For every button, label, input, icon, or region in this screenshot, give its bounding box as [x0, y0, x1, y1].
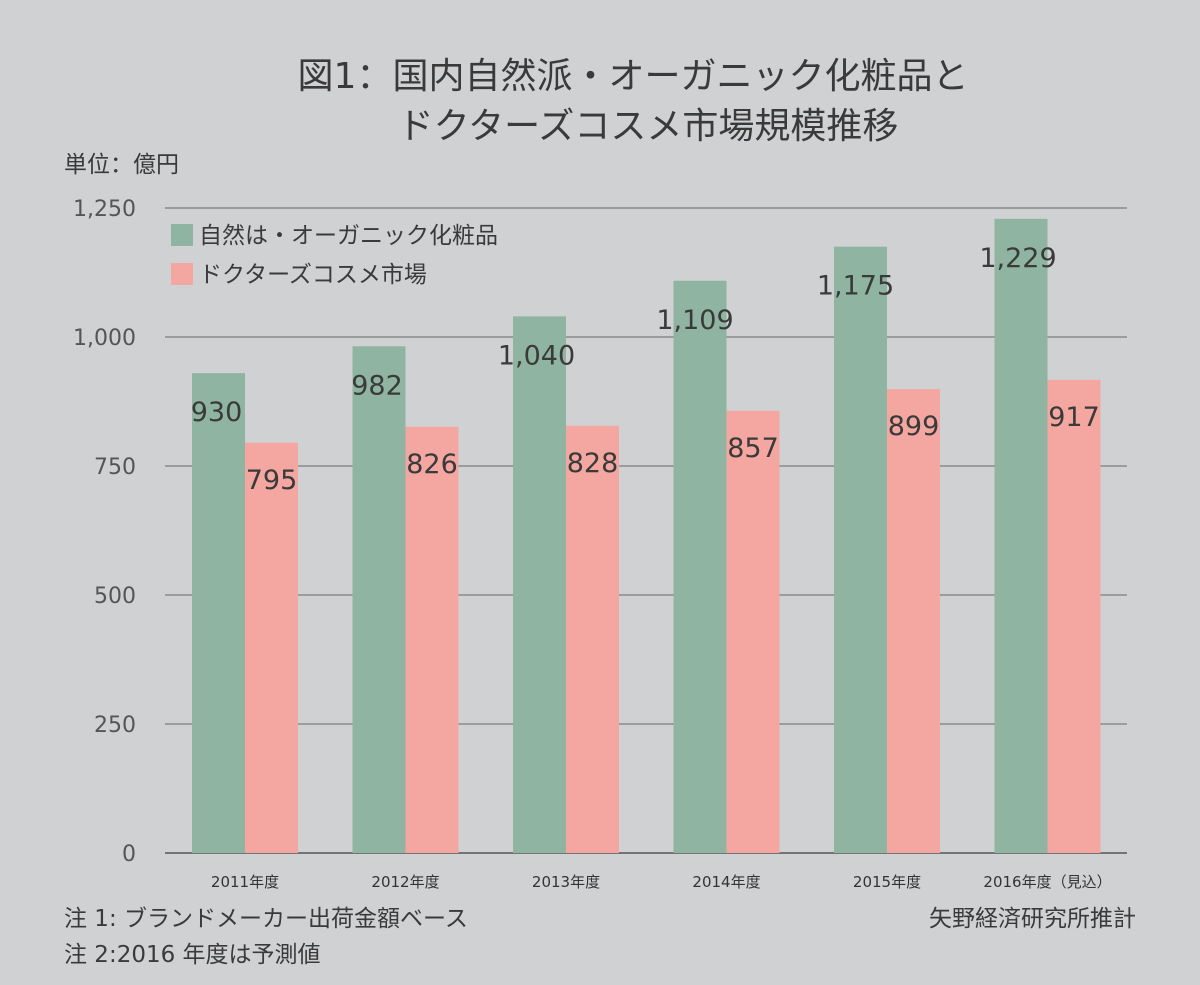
- y-tick-label: 750: [94, 455, 136, 480]
- unit-label: 単位：億円: [64, 152, 179, 178]
- legend: 自然は・オーガニック化粧品 ドクターズコスメ市場: [171, 223, 498, 288]
- y-tick-label: 1,000: [73, 326, 136, 351]
- bar-doctors-cosme: [566, 425, 619, 853]
- y-tick-label: 1,250: [73, 197, 136, 222]
- data-label-doctors-cosme: 795: [246, 465, 298, 496]
- bar-doctors-cosme: [405, 426, 459, 853]
- x-axis-ticks: 2011年度 2012年度 2013年度 2014年度 2015年度 2016年度（見込）: [211, 873, 1112, 891]
- data-label-natural-organic: 1,175: [817, 271, 894, 302]
- data-labels: 930 795 982 826 1,040 828 1,109 857 1,175 899 1,22…: [191, 243, 1100, 496]
- bar-natural-organic: [192, 373, 245, 853]
- x-tick-label: 2016年度（見込）: [983, 873, 1111, 891]
- gridlines: [165, 207, 1127, 854]
- bar-doctors-cosme: [887, 389, 940, 853]
- y-tick-label: 250: [94, 713, 136, 738]
- bar-natural-organic: [352, 346, 406, 853]
- bars: [192, 218, 1101, 854]
- x-tick-label: 2014年度: [692, 873, 760, 891]
- note-1: 注 1: ブランドメーカー出荷金額ベース: [64, 906, 468, 932]
- data-label-doctors-cosme: 899: [888, 411, 940, 442]
- y-tick-label: 0: [122, 842, 136, 867]
- chart-title-line-1: 図1：国内自然派・オーガニック化粧品と: [298, 56, 969, 97]
- x-tick-label: 2012年度: [371, 873, 439, 891]
- bar-doctors-cosme: [1047, 379, 1101, 853]
- chart-title-line-2: ドクターズコスメ市場規模推移: [398, 106, 899, 147]
- data-label-doctors-cosme: 826: [406, 449, 458, 480]
- x-tick-label: 2013年度: [532, 873, 600, 891]
- data-label-doctors-cosme: 828: [567, 448, 619, 479]
- legend-swatch-natural: [171, 224, 193, 246]
- bar-natural-organic: [513, 316, 566, 853]
- bar-doctors-cosme: [245, 442, 298, 853]
- legend-label-doctors: ドクターズコスメ市場: [199, 262, 427, 288]
- y-tick-label: 500: [94, 584, 136, 609]
- data-label-natural-organic: 1,109: [656, 305, 733, 336]
- legend-swatch-doctors: [171, 263, 193, 285]
- data-label-doctors-cosme: 857: [727, 433, 779, 464]
- data-label-natural-organic: 982: [351, 370, 403, 401]
- bar-natural-organic: [994, 218, 1048, 853]
- bar-natural-organic: [834, 246, 887, 853]
- x-tick-label: 2015年度: [853, 873, 921, 891]
- data-label-natural-organic: 1,229: [979, 243, 1056, 274]
- legend-label-natural: 自然は・オーガニック化粧品: [199, 223, 498, 249]
- x-tick-label: 2011年度: [211, 873, 279, 891]
- bar-natural-organic: [673, 280, 727, 854]
- y-axis-ticks: 0 250 500 750 1,000 1,250: [73, 197, 136, 867]
- data-label-natural-organic: 930: [191, 397, 243, 428]
- note-2: 注 2:2016 年度は予測値: [64, 942, 321, 968]
- data-label-doctors-cosme: 917: [1048, 402, 1100, 433]
- data-label-natural-organic: 1,040: [498, 340, 575, 371]
- bar-doctors-cosme: [726, 410, 780, 853]
- source-note: 矢野経済研究所推計: [929, 906, 1136, 932]
